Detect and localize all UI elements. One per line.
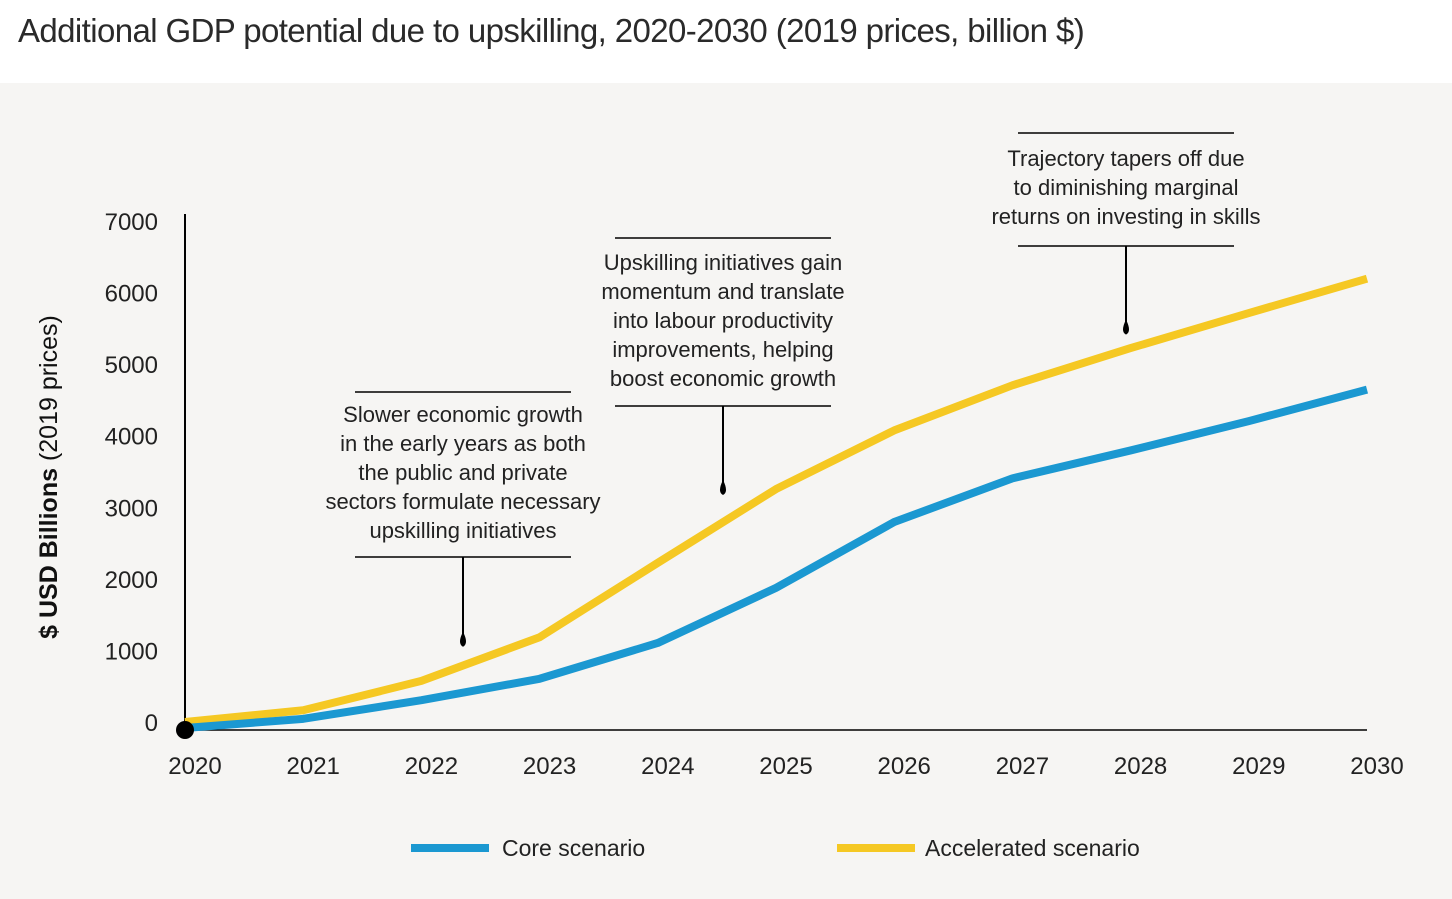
y-tick-label: 1000 (105, 638, 158, 665)
annotation-line: Trajectory tapers off due (1007, 146, 1244, 171)
y-axis-label-regular: (2019 prices) (35, 315, 63, 468)
annotation-line: returns on investing in skills (991, 204, 1260, 229)
y-tick-label: 7000 (105, 209, 158, 236)
chart-panel (0, 83, 1452, 899)
annotation-line: improvements, helping (612, 337, 833, 362)
legend-label: Core scenario (502, 835, 645, 861)
x-tick-label: 2026 (878, 753, 931, 780)
x-tick-label: 2022 (405, 753, 458, 780)
annotation-pointer-icon (1123, 319, 1129, 335)
annotation-line: the public and private (358, 460, 567, 485)
annotation-line: to diminishing marginal (1014, 175, 1239, 200)
x-axis-ticks: 2020 2021 2022 2023 2024 2025 2026 2027 2028 2029… (168, 753, 1403, 780)
annotation: Trajectory tapers off due to diminishing … (991, 132, 1261, 335)
annotation-line: sectors formulate necessary (325, 489, 600, 514)
y-axis-label: $ USD Billions (2019 prices) (35, 315, 63, 639)
annotation-line: momentum and translate (601, 279, 844, 304)
y-axis-ticks: 0 1000 2000 3000 4000 5000 6000 7000 (105, 209, 158, 737)
annotation-line: in the early years as both (340, 431, 586, 456)
origin-marker (176, 721, 194, 739)
x-tick-label: 2027 (996, 753, 1049, 780)
annotation-line: boost economic growth (610, 366, 836, 391)
annotation-line: into labour productivity (613, 308, 833, 333)
legend-swatch (837, 844, 915, 852)
annotation-text: Slower economic growth in the early years… (325, 402, 600, 543)
x-tick-label: 2028 (1114, 753, 1167, 780)
annotation: Slower economic growth in the early years… (325, 391, 601, 647)
annotation-pointer-icon (460, 631, 466, 647)
legend-swatch (411, 844, 489, 852)
x-tick-label: 2021 (287, 753, 340, 780)
x-tick-label: 2030 (1350, 753, 1403, 780)
x-tick-label: 2025 (759, 753, 812, 780)
y-tick-label: 2000 (105, 567, 158, 594)
annotation-line: Upskilling initiatives gain (604, 250, 842, 275)
legend-item: Core scenario (411, 835, 645, 861)
x-tick-label: 2029 (1232, 753, 1285, 780)
chart-title: Additional GDP potential due to upskilli… (18, 12, 1085, 49)
annotation-pointer-icon (720, 479, 726, 495)
annotations: Slower economic growth in the early years… (325, 132, 1261, 647)
series-lines (184, 274, 1369, 732)
legend: Core scenario Accelerated scenario (411, 835, 1140, 861)
y-tick-label: 5000 (105, 352, 158, 379)
y-tick-label: 3000 (105, 495, 158, 522)
annotation-line: upskilling initiatives (369, 518, 556, 543)
legend-item: Accelerated scenario (837, 835, 1140, 861)
annotation: Upskilling initiatives gain momentum and … (601, 237, 845, 495)
x-tick-label: 2020 (168, 753, 221, 780)
annotation-text: Trajectory tapers off due to diminishing … (991, 146, 1260, 229)
x-tick-label: 2024 (641, 753, 694, 780)
y-tick-label: 0 (145, 710, 158, 737)
y-tick-label: 6000 (105, 281, 158, 308)
annotation-text: Upskilling initiatives gain momentum and … (601, 250, 844, 391)
annotation-line: Slower economic growth (343, 402, 583, 427)
y-axis-label-bold: $ USD Billions (35, 468, 63, 639)
x-tick-label: 2023 (523, 753, 576, 780)
legend-label: Accelerated scenario (925, 835, 1140, 861)
y-tick-label: 4000 (105, 424, 158, 451)
